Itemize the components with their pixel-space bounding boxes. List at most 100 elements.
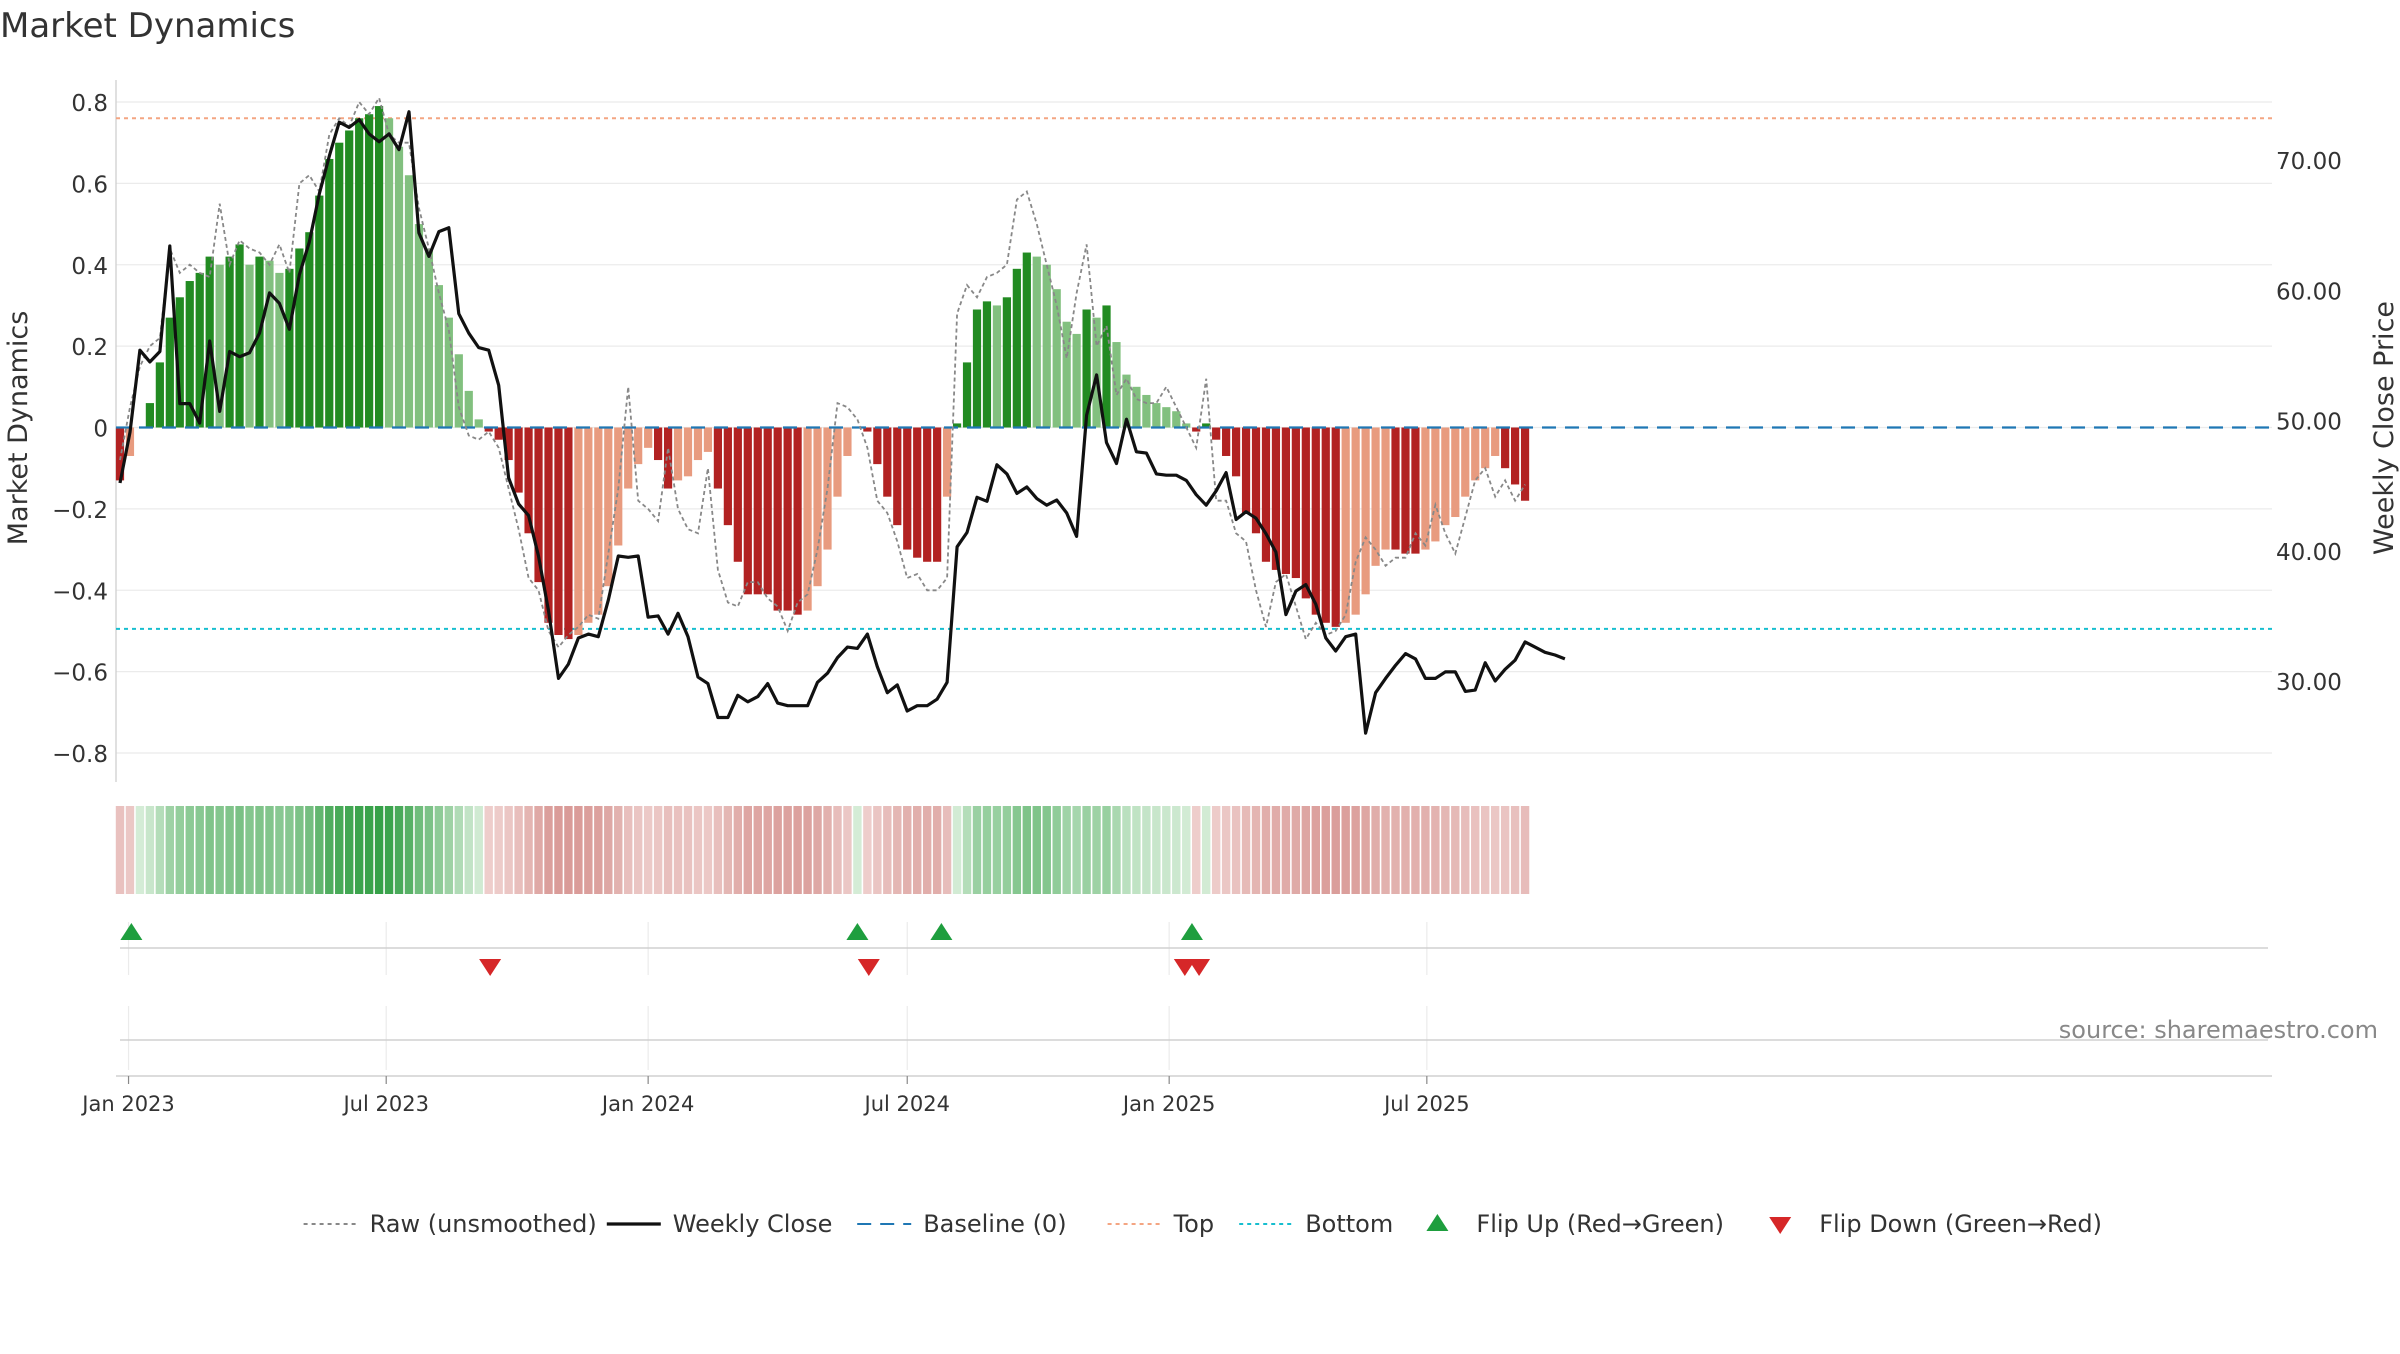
bar bbox=[245, 264, 254, 428]
bar bbox=[923, 427, 932, 562]
heat-cell bbox=[1291, 806, 1301, 894]
heat-cell bbox=[155, 806, 165, 894]
y2-tick-label: 30.00 bbox=[2276, 670, 2342, 696]
flip-down-icon bbox=[1769, 1217, 1792, 1234]
bar bbox=[404, 175, 414, 428]
heat-cell bbox=[883, 806, 892, 894]
legend-label: Weekly Close bbox=[673, 1210, 833, 1238]
bar bbox=[175, 297, 184, 428]
heat-cell bbox=[1231, 806, 1241, 894]
heat-cell bbox=[1321, 806, 1330, 894]
heat-cell bbox=[813, 806, 822, 894]
bar bbox=[903, 427, 912, 550]
heat-cell bbox=[195, 806, 204, 894]
bar bbox=[1261, 427, 1271, 562]
heat-cell bbox=[1122, 806, 1131, 894]
bar bbox=[494, 427, 503, 440]
bar bbox=[554, 427, 563, 636]
bar bbox=[365, 114, 374, 428]
heat-cell bbox=[584, 806, 593, 894]
bar bbox=[185, 281, 194, 428]
bar bbox=[225, 256, 234, 428]
heat-cell bbox=[554, 806, 563, 894]
heat-cell bbox=[135, 806, 145, 894]
heat-cell bbox=[364, 806, 374, 894]
legend-item: Top bbox=[1107, 1210, 1214, 1238]
bar bbox=[454, 354, 463, 428]
bar bbox=[1172, 411, 1181, 428]
bar bbox=[1212, 427, 1221, 440]
heat-cell bbox=[1271, 806, 1281, 894]
heat-cell bbox=[633, 806, 643, 894]
heat-cell bbox=[1102, 806, 1111, 894]
bar bbox=[1112, 342, 1121, 428]
bar bbox=[713, 427, 722, 489]
legend-label: Baseline (0) bbox=[923, 1210, 1066, 1238]
heat-cell bbox=[1162, 806, 1171, 894]
heat-cell bbox=[265, 806, 274, 894]
bar bbox=[1461, 427, 1470, 497]
bar bbox=[1351, 427, 1360, 615]
heat-cell bbox=[1002, 806, 1012, 894]
bar bbox=[1401, 427, 1410, 554]
bar bbox=[235, 244, 244, 428]
raw-unsmoothed-line bbox=[119, 95, 1526, 649]
y-axis-label: Market Dynamics bbox=[3, 311, 34, 546]
heat-cell bbox=[1182, 806, 1191, 894]
heat-cell bbox=[1022, 806, 1032, 894]
bar bbox=[793, 427, 802, 615]
bar bbox=[803, 427, 812, 611]
heat-cell bbox=[275, 806, 284, 894]
heat-cell bbox=[1112, 806, 1121, 894]
legend-item: Flip Up (Red→Green) bbox=[1426, 1210, 1724, 1238]
y2-tick-label: 70.00 bbox=[2276, 149, 2342, 175]
bar bbox=[1122, 374, 1131, 428]
x-tick-label: Jan 2025 bbox=[1121, 1092, 1216, 1116]
y-tick-label: −0.2 bbox=[52, 498, 108, 524]
heat-cell bbox=[115, 806, 125, 894]
heat-cell bbox=[932, 806, 942, 894]
bar bbox=[1231, 427, 1241, 477]
heat-cell bbox=[1451, 806, 1460, 894]
bar bbox=[305, 232, 314, 428]
heat-cell bbox=[1520, 806, 1530, 894]
heat-cell bbox=[574, 806, 583, 894]
bar bbox=[345, 130, 354, 428]
heat-cell bbox=[544, 806, 553, 894]
heat-cell bbox=[594, 806, 603, 894]
bar bbox=[972, 309, 982, 428]
heat-cell bbox=[434, 806, 444, 894]
bar bbox=[1491, 427, 1500, 456]
bar bbox=[1451, 427, 1460, 518]
bar bbox=[195, 272, 204, 428]
heat-cell bbox=[125, 806, 135, 894]
bar bbox=[424, 248, 434, 428]
heat-cell bbox=[703, 806, 713, 894]
legend-label: Flip Down (Green→Red) bbox=[1819, 1210, 2102, 1238]
legend-item: Baseline (0) bbox=[857, 1210, 1067, 1238]
bar bbox=[1012, 268, 1021, 428]
heat-cell bbox=[1132, 806, 1141, 894]
heat-cell bbox=[384, 806, 394, 894]
bar bbox=[1032, 256, 1041, 428]
heat-cell bbox=[215, 806, 224, 894]
heat-cell bbox=[494, 806, 503, 894]
bar bbox=[1421, 427, 1430, 550]
bar bbox=[1222, 427, 1231, 456]
line-series bbox=[116, 95, 2272, 735]
heat-cell bbox=[1152, 806, 1161, 894]
heat-cell bbox=[1052, 806, 1061, 894]
bar bbox=[524, 427, 533, 534]
y2-axis-label: Weekly Close Price bbox=[2369, 301, 2400, 555]
heat-cell bbox=[394, 806, 404, 894]
bar bbox=[673, 427, 683, 481]
legend-label: Flip Up (Red→Green) bbox=[1476, 1210, 1724, 1238]
heat-cell bbox=[1082, 806, 1091, 894]
heat-cell bbox=[1381, 806, 1390, 894]
heat-cell bbox=[913, 806, 922, 894]
heat-cell bbox=[1201, 806, 1211, 894]
flip-up-icon bbox=[1180, 923, 1203, 940]
heat-cell bbox=[833, 806, 842, 894]
heat-cell bbox=[1510, 806, 1520, 894]
